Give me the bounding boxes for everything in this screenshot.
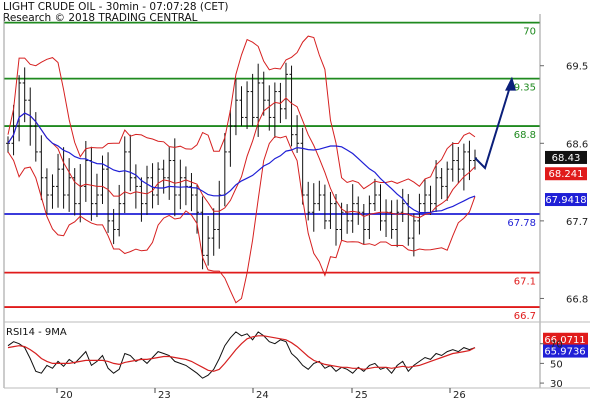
level-label: 69.35 <box>507 83 536 94</box>
rsi-tick-label: 30 <box>550 379 563 390</box>
rsi-badge-label: 65.9736 <box>544 347 585 358</box>
value-badge <box>545 167 587 181</box>
level-label: 67.1 <box>514 277 536 288</box>
rsi-tick-label: 70 <box>550 340 563 351</box>
moving-average-long <box>7 112 476 214</box>
rsi-title: RSI14 - 9MA <box>6 327 67 338</box>
x-tick-label: 25 <box>355 390 368 400</box>
rsi-badge <box>543 332 588 346</box>
chart-title: LIGHT CRUDE OIL - 30min - 07:07:28 (CET) <box>3 1 229 13</box>
rsi-line <box>7 331 476 379</box>
x-tick-label: 20 <box>60 390 73 400</box>
level-label: 66.7 <box>514 311 536 322</box>
bollinger-upper <box>7 35 476 190</box>
value-badge <box>545 193 587 207</box>
y-tick-label: 67.7 <box>566 217 588 228</box>
level-label: 70 <box>523 27 536 38</box>
bollinger-lower <box>7 135 476 304</box>
x-tick-label: 26 <box>453 390 466 400</box>
main-price-panel: 70 69.35 68.8 67.78 67.1 66.7 68.43 68.241 67.94… <box>4 21 587 322</box>
rsi-badge-label: 66.0711 <box>544 335 585 346</box>
value-badge <box>545 150 587 164</box>
moving-average-short <box>7 97 476 219</box>
rsi-ma-line <box>7 335 476 372</box>
copyright-text: Research © 2018 TRADING CENTRAL <box>3 12 198 24</box>
y-tick-label: 69.5 <box>566 62 588 73</box>
rsi-badge <box>543 344 588 358</box>
axes: 66.8 67.7 68.6 69.5 30 50 70 20 23 24 25 26 <box>3 14 590 400</box>
x-tick-label: 24 <box>256 390 269 400</box>
y-tick-label: 68.6 <box>566 139 588 150</box>
level-label: 67.78 <box>507 218 536 229</box>
x-tick-label: 23 <box>158 390 171 400</box>
rsi-tick-label: 50 <box>550 359 563 370</box>
value-badge-label: 67.9418 <box>545 195 586 206</box>
projection-arrowhead <box>505 76 516 91</box>
value-badge-label: 68.43 <box>552 153 581 164</box>
value-badge-label: 68.241 <box>549 169 584 180</box>
y-tick-label: 66.8 <box>566 294 588 305</box>
projection-arrow <box>474 86 511 170</box>
level-label: 68.8 <box>514 130 536 141</box>
